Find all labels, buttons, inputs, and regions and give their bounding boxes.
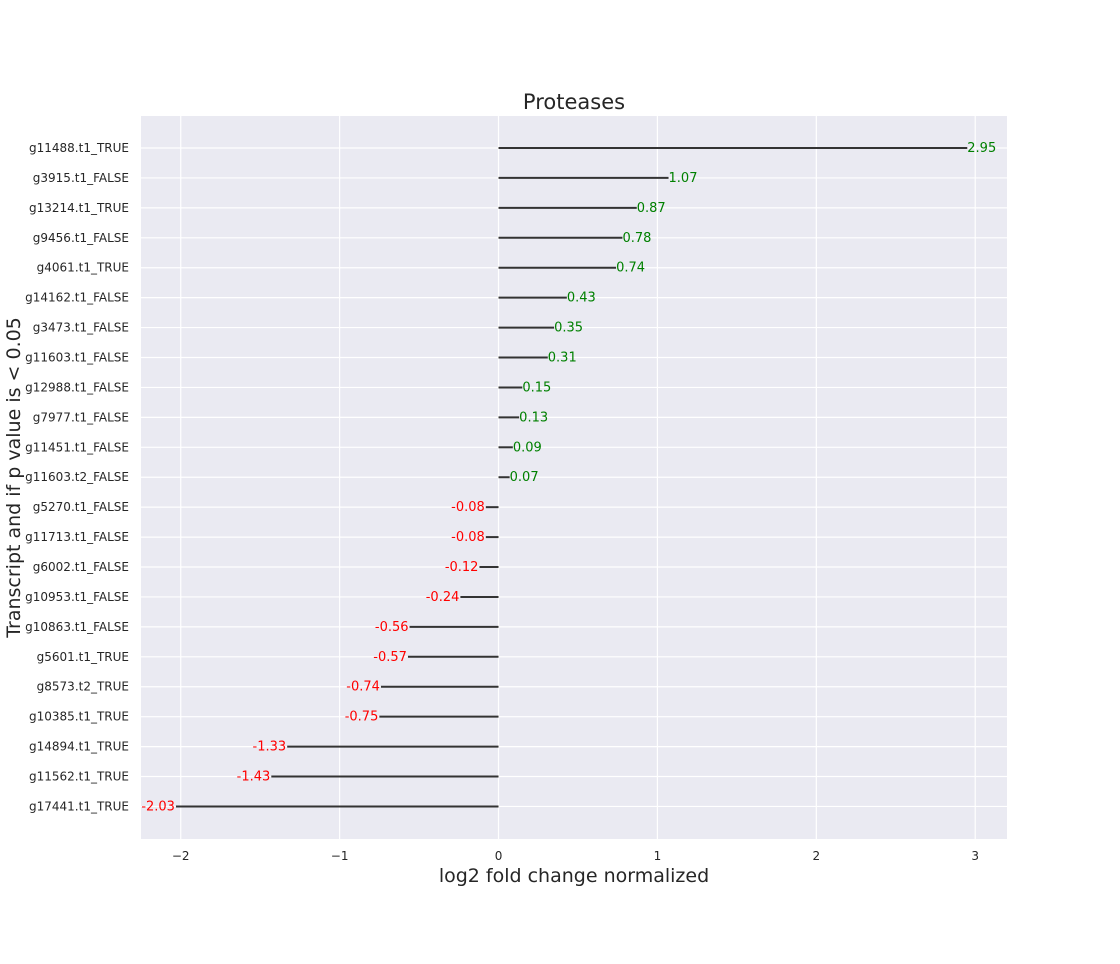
value-label: -1.43 xyxy=(237,770,271,785)
y-tick-label: g8573.t2_TRUE xyxy=(37,680,129,694)
value-label: 0.87 xyxy=(637,201,666,216)
value-label: 0.78 xyxy=(622,231,651,246)
value-label: -0.56 xyxy=(375,620,409,635)
value-label: 0.74 xyxy=(616,261,645,276)
y-tick-label: g11603.t2_FALSE xyxy=(25,470,129,484)
y-tick-label: g11488.t1_TRUE xyxy=(29,141,129,155)
value-label: -0.57 xyxy=(373,650,407,665)
y-tick-label: g9456.t1_FALSE xyxy=(33,231,129,245)
value-label: 0.13 xyxy=(519,410,548,425)
y-tick-label: g5601.t1_TRUE xyxy=(37,650,129,664)
y-tick-label: g7977.t1_FALSE xyxy=(33,410,129,424)
value-label: -0.08 xyxy=(451,530,485,545)
value-label: -0.75 xyxy=(345,710,379,725)
value-label: 1.07 xyxy=(669,171,698,186)
y-tick-label: g11713.t1_FALSE xyxy=(25,530,129,544)
x-tick-label: −2 xyxy=(172,849,190,863)
y-tick-label: g10953.t1_FALSE xyxy=(25,590,129,604)
value-label: -1.33 xyxy=(253,740,287,755)
x-tick-label: 3 xyxy=(971,849,979,863)
stems xyxy=(175,147,968,808)
x-tick-label: 1 xyxy=(654,849,662,863)
y-tick-label: g3473.t1_FALSE xyxy=(33,321,129,335)
x-axis-label: log2 fold change normalized xyxy=(439,865,709,887)
value-label: 0.31 xyxy=(548,351,577,366)
value-labels: 2.95 1.070.87 0.78 0.74 0.43 0.35 0.31 0.15 0.13… xyxy=(141,141,996,814)
value-label: -0.12 xyxy=(445,560,479,575)
y-tick-label: g11562.t1_TRUE xyxy=(29,770,129,784)
y-tick-label: g5270.t1_FALSE xyxy=(33,500,129,514)
value-label: -0.08 xyxy=(451,500,485,515)
y-tick-label: g17441.t1_TRUE xyxy=(29,799,129,813)
value-label: -0.24 xyxy=(426,590,460,605)
y-tick-label: g4061.t1_TRUE xyxy=(37,261,129,275)
value-label: 0.15 xyxy=(522,380,551,395)
y-tick-label: g14894.t1_TRUE xyxy=(29,740,129,754)
x-tick-label: 0 xyxy=(495,849,503,863)
y-tick-label: g10385.t1_TRUE xyxy=(29,710,129,724)
y-tick-label: g3915.t1_FALSE xyxy=(33,171,129,185)
y-tick-label: g11451.t1_FALSE xyxy=(25,440,129,454)
y-tick-label: g14162.t1_FALSE xyxy=(25,291,129,305)
value-label: 2.95 xyxy=(967,141,996,156)
x-tick-label: 2 xyxy=(813,849,821,863)
value-label: 0.35 xyxy=(554,321,583,336)
y-tick-labels: g11488.t1_TRUE g3915.t1_FALSE g13214.t1_TR… xyxy=(25,141,129,813)
value-label: 0.43 xyxy=(567,291,596,306)
y-tick-label: g11603.t1_FALSE xyxy=(25,351,129,365)
value-label: 0.09 xyxy=(513,440,542,455)
y-tick-label: g10863.t1_FALSE xyxy=(25,620,129,634)
value-label: -0.74 xyxy=(346,680,380,695)
y-tick-label: g12988.t1_FALSE xyxy=(25,380,129,394)
x-tick-label: −1 xyxy=(331,849,349,863)
value-label: -2.03 xyxy=(141,799,175,814)
y-tick-label: g6002.t1_FALSE xyxy=(33,560,129,574)
value-label: 0.07 xyxy=(510,470,539,485)
y-axis-label: Transcript and if p value is < 0.05 xyxy=(3,317,25,639)
chart-title: Proteases xyxy=(523,90,625,114)
x-tick-labels: −2 −1 0 1 2 3 xyxy=(172,849,979,863)
y-tick-label: g13214.t1_TRUE xyxy=(29,201,129,215)
